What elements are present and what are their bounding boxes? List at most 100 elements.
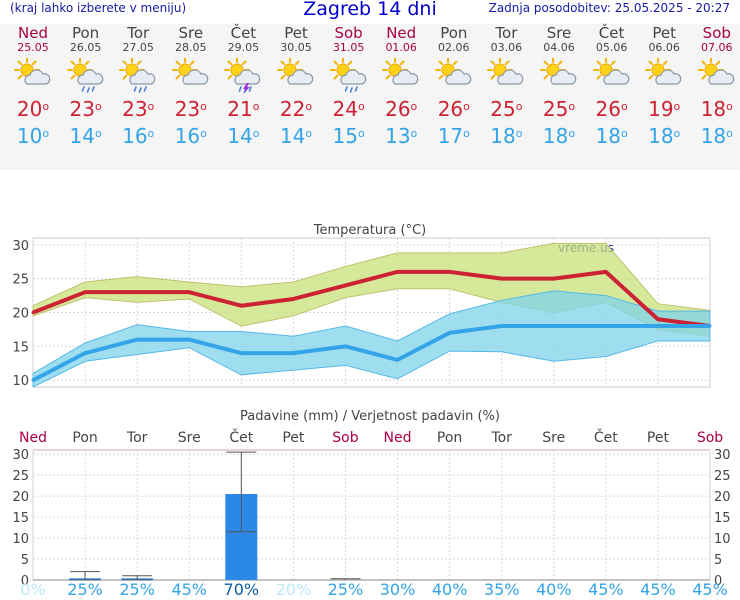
day-name: Ned (18, 24, 48, 42)
temp-min: 18o (648, 124, 681, 148)
precip-probability: 20% (275, 580, 312, 599)
temp-tick-label: 30 (12, 239, 29, 254)
day-column: Ned 01.06 26o 13o (375, 24, 428, 150)
precip-tick-right: 30 (714, 448, 731, 463)
temp-min: 16o (174, 124, 207, 148)
temp-max: 25o (490, 97, 523, 121)
day-date: 29.05 (227, 41, 260, 54)
precip-probability: 35% (483, 580, 520, 599)
temp-min: 17o (437, 124, 470, 148)
cloud-shape (550, 69, 577, 85)
precip-day-label: Čet (229, 428, 253, 446)
temp-max: 19o (648, 97, 681, 121)
cloud-shape (182, 69, 209, 85)
day-name: Pet (652, 24, 676, 42)
precip-tick-right: 0 (714, 574, 722, 589)
precip-tick-left: 5 (21, 553, 29, 568)
temp-max: 24o (332, 97, 365, 121)
temp-max: 26o (595, 97, 628, 121)
cloud-shape (603, 69, 629, 85)
cloud-shape (445, 69, 472, 85)
precip-day-label: Sob (332, 430, 358, 446)
temp-point (448, 270, 452, 274)
precip-probability: 0% (20, 580, 46, 599)
day-date: 02.06 (438, 41, 470, 54)
day-name: Čet (230, 24, 257, 42)
precip-day-label: Tor (126, 430, 148, 446)
cloud-shape (392, 69, 419, 85)
cloud-shape (655, 69, 682, 85)
day-name: Sre (546, 24, 572, 42)
precip-tick-right: 25 (714, 469, 731, 484)
sun-cloud-rain-icon (59, 57, 112, 94)
cloud-shape (708, 69, 735, 85)
temp-chart-title: Temperatura (°C) (313, 223, 426, 238)
day-column: Čet 29.05 21o 14o (217, 24, 270, 150)
temp-tick-label: 15 (12, 340, 29, 355)
temp-point (187, 338, 191, 342)
day-name: Pet (284, 24, 308, 42)
sun-shape (66, 57, 93, 83)
temp-point (656, 317, 660, 321)
temp-max: 21o (227, 97, 260, 121)
temp-series-line (32, 269, 711, 329)
top-bar: (kraj lahko izberete v meniju) Zagreb 14… (0, 0, 740, 22)
day-name: Sre (178, 24, 204, 42)
precip-tick-left: 10 (12, 532, 29, 547)
temp-point (187, 290, 191, 294)
day-date: 07.06 (701, 41, 733, 54)
precip-tick-left: 30 (12, 448, 29, 463)
day-date: 05.06 (595, 41, 628, 54)
temp-point (343, 344, 347, 348)
day-column: Pet 06.06 19o 18o (638, 24, 691, 150)
temp-max: 22o (279, 97, 313, 121)
day-name: Pon (440, 24, 468, 42)
sun-cloud-icon (533, 57, 586, 94)
cloud-shape (129, 69, 156, 85)
day-name: Pon (71, 24, 100, 42)
day-name: Ned (386, 24, 417, 42)
day-column: Sob 31.05 24o 15o (322, 24, 375, 150)
temp-point (552, 277, 556, 281)
temp-tick-label: 20 (12, 307, 29, 322)
temp-range-band (32, 290, 711, 388)
precip-day-label: Sre (542, 430, 565, 446)
temp-point (135, 338, 139, 342)
precip-tick-left: 25 (12, 469, 29, 484)
precip-probability: 45% (692, 580, 728, 599)
rain-drops (344, 86, 358, 93)
day-date: 28.05 (175, 41, 207, 54)
temp-max: 23o (174, 97, 207, 121)
sun-cloud-rain-icon (112, 57, 165, 94)
day-date: 03.06 (490, 41, 523, 54)
temp-min: 16o (122, 124, 155, 148)
temp-min: 14o (69, 124, 102, 148)
sun-cloud-icon (690, 57, 740, 94)
day-column: Ned 25.05 20o 10o (7, 24, 60, 150)
precip-day-label: Ned (384, 430, 412, 446)
day-date: 04.06 (543, 41, 575, 54)
precip-probability: 30% (379, 580, 416, 599)
temp-max: 23o (69, 97, 102, 121)
temp-point (31, 311, 35, 314)
precip-probability: 70% (223, 580, 260, 599)
temp-point (604, 324, 608, 328)
precip-tick-left: 0 (21, 574, 29, 589)
last-updated: Zadnja posodobitev: 25.05.2025 - 20:27 (488, 1, 730, 15)
temp-point (135, 290, 139, 294)
rain-drops (133, 86, 147, 93)
precip-probability: 25% (119, 580, 155, 599)
temp-tick-label: 25 (12, 273, 29, 288)
precip-day-label: Tor (490, 430, 512, 446)
precip-probability: 25% (327, 580, 364, 599)
lightning-bolt (243, 83, 251, 94)
temp-point (83, 290, 87, 294)
temp-min: 18o (542, 124, 576, 148)
sun-cloud-icon (585, 57, 638, 94)
precip-tick-right: 5 (714, 553, 722, 568)
temp-point (708, 324, 712, 328)
forecast-strip: Ned 25.05 20o 10o Pon 26.05 23o 14o Tor … (0, 24, 740, 170)
temp-point (552, 324, 556, 328)
cloud-shape (287, 69, 314, 85)
